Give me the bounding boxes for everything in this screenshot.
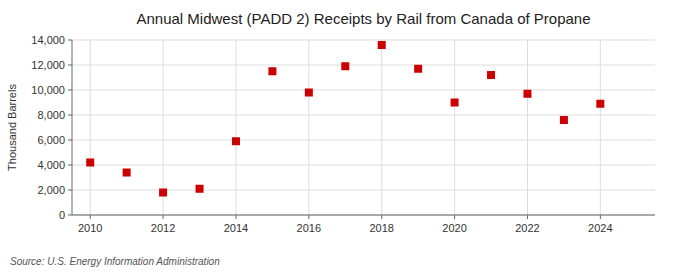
- grid: [72, 40, 655, 215]
- x-grid-line: [527, 40, 528, 215]
- point: [268, 67, 276, 75]
- y-tick: [68, 140, 72, 141]
- point: [196, 185, 204, 193]
- marks: [86, 41, 604, 197]
- x-tick-label: 2016: [297, 222, 321, 234]
- x-tick-label: 2024: [588, 222, 612, 234]
- y-grid-line: [72, 115, 655, 116]
- page: {"chart_data": {"type": "scatter", "titl…: [0, 0, 675, 275]
- x-grid-line: [600, 40, 601, 215]
- point: [378, 41, 386, 49]
- y-tick: [68, 190, 72, 191]
- y-tick-label: 0: [59, 209, 65, 221]
- y-tick: [68, 65, 72, 66]
- x-grid-line: [308, 40, 309, 215]
- annotation: Source: U.S. Energy Information Administ…: [10, 256, 220, 267]
- x-axis-line: [72, 215, 655, 216]
- point: [487, 71, 495, 79]
- x-tick-label: 2020: [442, 222, 466, 234]
- x-tick-label: 2014: [224, 222, 248, 234]
- point: [414, 65, 422, 73]
- x-tick: [454, 215, 455, 219]
- y-tick-label: 4,000: [37, 159, 65, 171]
- y-tick-label: 10,000: [31, 84, 65, 96]
- y-tick: [68, 215, 72, 216]
- y-tick: [68, 115, 72, 116]
- y-axis-label: Thousand Barrels: [6, 84, 18, 171]
- y-grid-line: [72, 40, 655, 41]
- y-tick-label: 14,000: [31, 34, 65, 46]
- x-grid-line: [381, 40, 382, 215]
- point: [86, 159, 94, 167]
- x-tick: [235, 215, 236, 219]
- y-grid-line: [72, 215, 655, 216]
- x-tick: [163, 215, 164, 219]
- y-tick-label: 8,000: [37, 109, 65, 121]
- x-tick: [381, 215, 382, 219]
- y-grid-line: [72, 140, 655, 141]
- point: [341, 62, 349, 70]
- point: [596, 100, 604, 108]
- y-tick: [68, 40, 72, 41]
- x-tick-label: 2018: [369, 222, 393, 234]
- y-tick-label: 6,000: [37, 134, 65, 146]
- x-tick: [90, 215, 91, 219]
- y-tick: [68, 90, 72, 91]
- point: [451, 99, 459, 107]
- x-tick-label: 2012: [151, 222, 175, 234]
- x-grid-line: [235, 40, 236, 215]
- point: [305, 89, 313, 97]
- y-tick-label: 12,000: [31, 59, 65, 71]
- point: [560, 116, 568, 124]
- y-grid-line: [72, 65, 655, 66]
- y-tick-label: 2,000: [37, 184, 65, 196]
- x-grid-line: [454, 40, 455, 215]
- point: [123, 169, 131, 177]
- x-tick-label: 2022: [515, 222, 539, 234]
- x-tick-label: 2010: [78, 222, 102, 234]
- point: [523, 90, 531, 98]
- point: [159, 189, 167, 197]
- y-tick: [68, 165, 72, 166]
- x-grid-line: [90, 40, 91, 215]
- chart: 0 2,000 4,000 6,000 8,000 10,000 12,000 14,000 2…: [0, 0, 675, 275]
- x-tick: [527, 215, 528, 219]
- point: [232, 137, 240, 145]
- x-tick: [308, 215, 309, 219]
- title: Annual Midwest (PADD 2) Receipts by Rail…: [136, 10, 590, 27]
- y-grid-line: [72, 90, 655, 91]
- y-axis-line: [72, 40, 73, 215]
- y-grid-line: [72, 165, 655, 166]
- x-tick: [600, 215, 601, 219]
